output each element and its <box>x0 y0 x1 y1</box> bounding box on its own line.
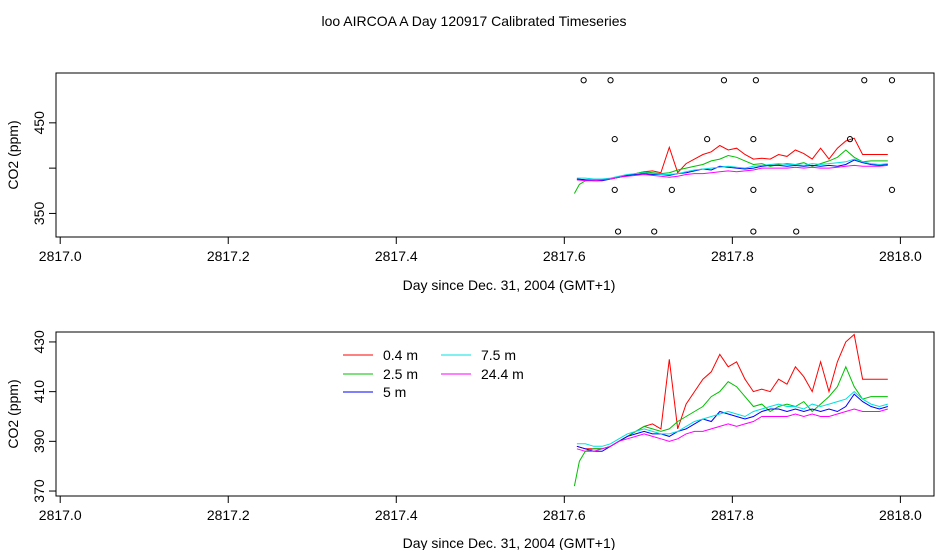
x-tick-label: 2818.0 <box>879 507 922 523</box>
legend-label: 0.4 m <box>383 347 418 363</box>
series-line-2 <box>576 159 888 182</box>
outlier-point <box>793 228 800 235</box>
x-axis-label: Day since Dec. 31, 2004 (GMT+1) <box>403 535 616 550</box>
series-line-0 <box>576 137 888 181</box>
series-line-1 <box>573 365 888 487</box>
series-group <box>573 333 888 487</box>
top-panel: 2817.0 2817.2 2817.4 2817.6 2817.8 2818.0 350 4… <box>5 72 935 293</box>
outlier-point <box>750 186 757 193</box>
x-tick-label: 2817.4 <box>375 507 418 523</box>
x-tick-label: 2817.4 <box>375 248 418 264</box>
chart-title: loo AIRCOA A Day 120917 Calibrated Times… <box>321 13 626 29</box>
outlier-point <box>752 77 759 84</box>
x-tick-label: 2817.2 <box>207 248 250 264</box>
x-tick-label: 2817.8 <box>711 248 754 264</box>
outlier-point <box>611 186 618 193</box>
y-axis-label: CO2 (ppm) <box>5 120 21 189</box>
outlier-point <box>887 136 894 143</box>
series-line-4 <box>576 408 888 452</box>
y-tick-label: 450 <box>31 111 47 135</box>
series-line-2 <box>576 393 888 452</box>
outlier-point <box>611 136 618 143</box>
y-tick-label: 410 <box>31 380 47 404</box>
outlier-point <box>888 77 896 84</box>
plot-frame <box>55 331 935 497</box>
outlier-point <box>846 136 854 143</box>
legend-label: 2.5 m <box>383 366 418 382</box>
outlier-point <box>651 228 658 235</box>
x-tick-label: 2817.6 <box>543 507 586 523</box>
x-tick-label: 2817.8 <box>711 507 754 523</box>
outlier-point <box>580 77 587 84</box>
y-axis-label: CO2 (ppm) <box>5 379 21 448</box>
series-line-1 <box>573 149 888 194</box>
series-line-3 <box>576 390 888 447</box>
outlier-point <box>720 77 728 84</box>
outlier-point <box>614 228 622 235</box>
outlier-point <box>607 77 614 84</box>
y-tick-label: 430 <box>31 330 47 354</box>
series-line-4 <box>576 164 888 182</box>
y-tick-label: 390 <box>31 429 47 453</box>
outlier-point <box>888 186 896 193</box>
outlier-point <box>750 136 757 143</box>
plot-frame <box>55 72 935 238</box>
x-axis-label: Day since Dec. 31, 2004 (GMT+1) <box>403 277 616 293</box>
series-line-3 <box>576 158 888 180</box>
y-tick-label: 350 <box>31 202 47 226</box>
outlier-point <box>668 186 675 193</box>
legend-label: 7.5 m <box>481 347 516 363</box>
legend-label: 5 m <box>383 384 406 400</box>
series-line-0 <box>576 333 888 450</box>
x-tick-label: 2818.0 <box>879 248 922 264</box>
x-tick-label: 2817.2 <box>207 507 250 523</box>
outlier-point <box>704 136 711 143</box>
y-tick-label: 370 <box>31 479 47 503</box>
x-tick-label: 2817.0 <box>39 507 82 523</box>
outlier-point <box>750 228 757 235</box>
outlier-point <box>861 77 868 84</box>
x-tick-label: 2817.0 <box>39 248 82 264</box>
bottom-panel: 2817.0 2817.2 2817.4 2817.6 2817.8 2818.0 370 3… <box>5 330 935 550</box>
legend-label: 24.4 m <box>481 366 524 382</box>
outlier-point <box>807 186 814 193</box>
series-group <box>573 137 888 194</box>
x-tick-label: 2817.6 <box>543 248 586 264</box>
